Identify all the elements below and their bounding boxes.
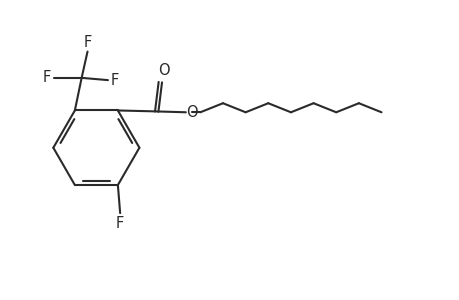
Text: F: F xyxy=(116,216,124,231)
Text: F: F xyxy=(43,70,51,86)
Text: O: O xyxy=(186,105,197,120)
Text: F: F xyxy=(110,73,118,88)
Text: O: O xyxy=(158,63,169,78)
Text: F: F xyxy=(83,35,91,50)
